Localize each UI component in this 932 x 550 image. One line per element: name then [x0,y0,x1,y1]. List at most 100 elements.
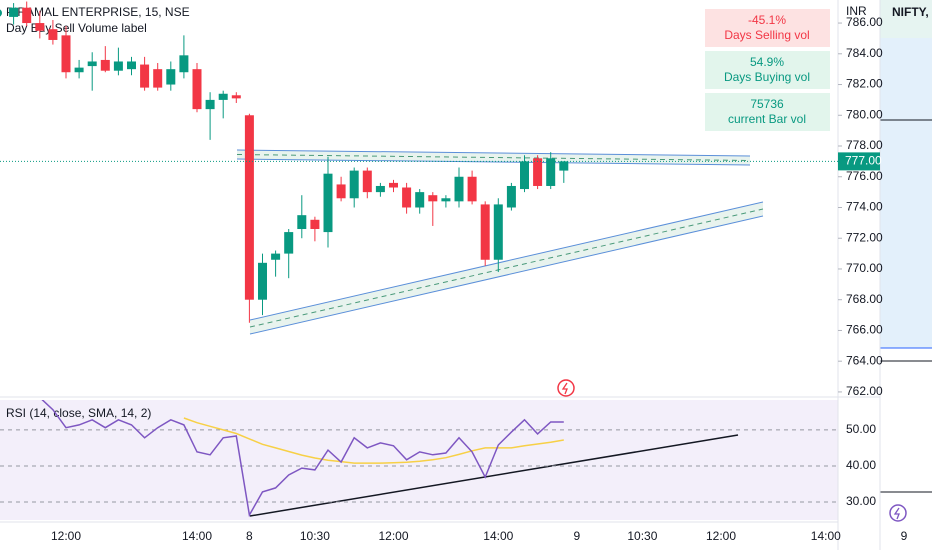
candle-body [480,204,490,260]
x-tick-label: 9 [574,529,581,543]
chart-title: PIRAMAL ENTERPRISE, 15, NSE [6,5,190,19]
channel-line [249,201,764,321]
event-icon-glyph [561,382,568,395]
stat-box [705,93,830,131]
rsi-title: RSI (14, close, SMA, 14, 2) [6,406,151,420]
candle-body [231,95,241,99]
side-header [880,0,932,38]
last-price-label: 777.00 [845,154,882,168]
candle-body [48,29,58,40]
candle-body [336,184,346,199]
stat-value: 54.9% [750,55,784,69]
candle-body [271,253,281,260]
stat-value: 75736 [750,97,784,111]
channel-line [236,158,751,166]
channel-line [236,149,751,157]
candle-body [520,161,529,190]
candle-body [166,69,176,85]
candle-body [74,67,84,73]
x-tick-label: 12:00 [51,529,81,543]
rsi-line [41,400,564,518]
x-tick-label: 8 [246,529,253,543]
candle-body [205,99,215,110]
y-tick-label: 786.00 [846,15,883,29]
candle-body [113,61,123,71]
candle-body [375,185,385,193]
candle-body [389,182,398,188]
candle-body [127,61,136,70]
candle-body [192,69,202,110]
rsi-line [183,417,564,464]
y-tick-label: 40.00 [846,458,876,472]
x-tick-label: 12:00 [378,529,408,543]
candle-body [153,69,163,88]
axis-unit: INR [846,4,867,18]
y-tick-label: 762.00 [846,384,883,398]
channel-mid [236,154,751,161]
side-fill [880,38,932,348]
candle-body [218,93,228,100]
candle-body [349,170,359,199]
last-price-box [838,152,880,171]
candle-body [244,115,254,300]
rsi-band [0,400,838,520]
y-tick-label: 780.00 [846,107,883,121]
candle-body [9,7,19,17]
candle-body [467,176,477,202]
candle-body [35,23,45,31]
candle-body [297,215,307,230]
side-title: NIFTY, 1 [892,5,932,19]
status-dot [0,9,2,17]
candle-body [284,232,294,254]
stat-label: current Bar vol [728,112,806,126]
y-tick-label: 782.00 [846,77,883,91]
channel-line [249,215,764,335]
channel-mid [249,208,764,328]
stat-box [705,9,830,47]
candle-body [362,170,372,193]
candle-body [310,219,320,230]
y-tick-label: 50.00 [846,422,876,436]
candle-body [140,64,150,88]
y-tick-label: 774.00 [846,200,883,214]
candle-body [22,7,32,24]
candle-body [179,55,189,73]
side-x-label: 9 [901,529,908,543]
candle-body [61,35,71,73]
y-tick-label: 772.00 [846,230,883,244]
y-tick-label: 778.00 [846,138,883,152]
y-tick-label: 784.00 [846,46,883,60]
stat-label: Days Selling vol [724,28,809,42]
event-icon[interactable] [889,504,907,522]
candle-body [415,192,425,208]
candle-body [258,262,267,300]
candle-body [454,176,464,202]
candle-body [441,198,451,202]
x-tick-label: 14:00 [182,529,212,543]
stat-label: Days Buying vol [724,70,810,84]
x-tick-label: 14:00 [483,529,513,543]
event-icon[interactable] [557,379,575,397]
x-tick-label: 10:30 [300,529,330,543]
y-tick-label: 776.00 [846,169,883,183]
event-icon-glyph [893,507,900,520]
candle-body [506,185,516,208]
stat-box [705,51,830,89]
x-tick-label: 12:00 [706,529,736,543]
y-tick-label: 768.00 [846,292,883,306]
y-tick-label: 764.00 [846,353,883,367]
candle-body [323,173,333,233]
trendline [249,434,739,517]
y-tick-label: 766.00 [846,323,883,337]
candle-body [87,61,97,67]
candle-body [402,187,412,208]
y-tick-label: 770.00 [846,261,883,275]
x-tick-label: 14:00 [811,529,841,543]
candle-body [428,195,438,202]
y-tick-label: 30.00 [846,494,876,508]
candle-body [559,161,569,171]
candle-body [546,158,556,186]
candle-body [100,59,110,71]
x-tick-label: 10:30 [627,529,657,543]
stat-value: -45.1% [748,13,786,27]
